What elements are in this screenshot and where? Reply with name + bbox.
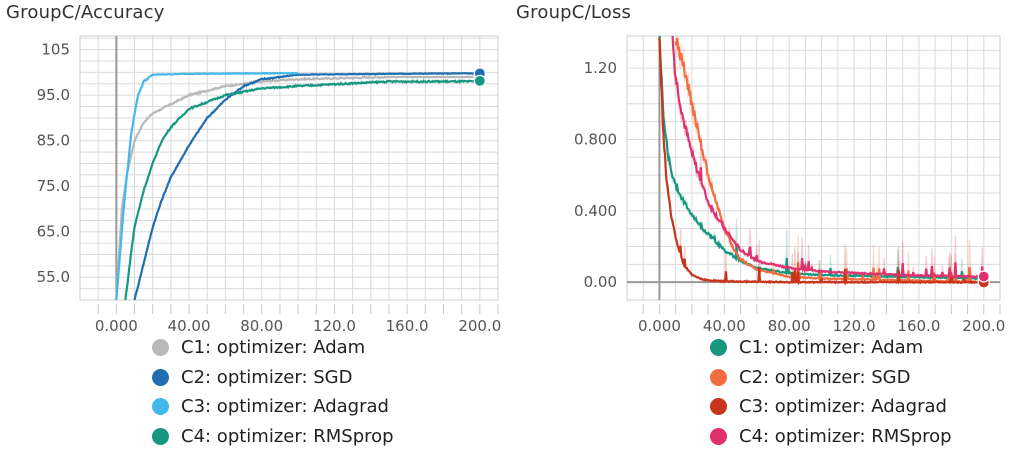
legend: C1: optimizer: Adam C2: optimizer: SGD C… [152, 333, 394, 451]
series-raw-line [676, 30, 984, 284]
legend-label: C4: optimizer: RMSprop [181, 426, 394, 447]
y-tick-label: 75.0 [37, 177, 70, 195]
y-tick-label: 55.0 [37, 268, 70, 286]
legend-label: C3: optimizer: Adagrad [739, 396, 947, 417]
legend-item: C2: optimizer: SGD [152, 363, 394, 393]
legend-label: C4: optimizer: RMSprop [739, 426, 952, 447]
y-tick-label: 85.0 [37, 132, 70, 150]
series-end-marker [474, 75, 485, 86]
series-swatch-icon [710, 339, 727, 356]
legend-item: C2: optimizer: SGD [710, 363, 952, 393]
y-tick-label: 65.0 [37, 223, 70, 241]
series-swatch-icon [152, 369, 169, 386]
legend-item: C4: optimizer: RMSprop [710, 422, 952, 451]
x-tick-label: 0.000 [95, 317, 138, 335]
series-swatch-icon [152, 339, 169, 356]
y-tick-label: 1.20 [584, 59, 617, 77]
y-tick-label: 0.00 [584, 273, 617, 291]
series-swatch-icon [152, 398, 169, 415]
y-tick-label: 0.400 [574, 202, 617, 220]
legend-label: C1: optimizer: Adam [739, 337, 923, 358]
series-swatch-icon [710, 428, 727, 445]
y-tick-label: 105 [41, 41, 70, 59]
legend-item: C1: optimizer: Adam [152, 333, 394, 363]
series-line [125, 81, 479, 300]
legend-label: C2: optimizer: SGD [739, 367, 910, 388]
x-tick-label: 200.0 [458, 317, 501, 335]
x-minor-ticks [643, 304, 1000, 314]
legend-label: C3: optimizer: Adagrad [181, 396, 389, 417]
series-raw-line [125, 80, 479, 300]
x-tick-label: 0.000 [638, 317, 681, 335]
x-tick-label: 200.0 [962, 317, 1005, 335]
legend-item: C1: optimizer: Adam [710, 333, 952, 363]
legend-item: C3: optimizer: Adagrad [152, 392, 394, 422]
legend-label: C1: optimizer: Adam [181, 337, 365, 358]
series-raw-line [135, 73, 480, 302]
legend-item: C4: optimizer: RMSprop [152, 422, 394, 451]
series-line [135, 73, 480, 300]
series-swatch-icon [710, 369, 727, 386]
legend: C1: optimizer: Adam C2: optimizer: SGD C… [710, 333, 952, 451]
series-end-marker [978, 271, 989, 282]
series-swatch-icon [152, 428, 169, 445]
y-tick-label: 0.800 [574, 130, 617, 148]
legend-item: C3: optimizer: Adagrad [710, 392, 952, 422]
y-tick-label: 95.0 [37, 86, 70, 104]
x-minor-ticks [98, 304, 498, 314]
legend-label: C2: optimizer: SGD [181, 367, 352, 388]
series-swatch-icon [710, 398, 727, 415]
